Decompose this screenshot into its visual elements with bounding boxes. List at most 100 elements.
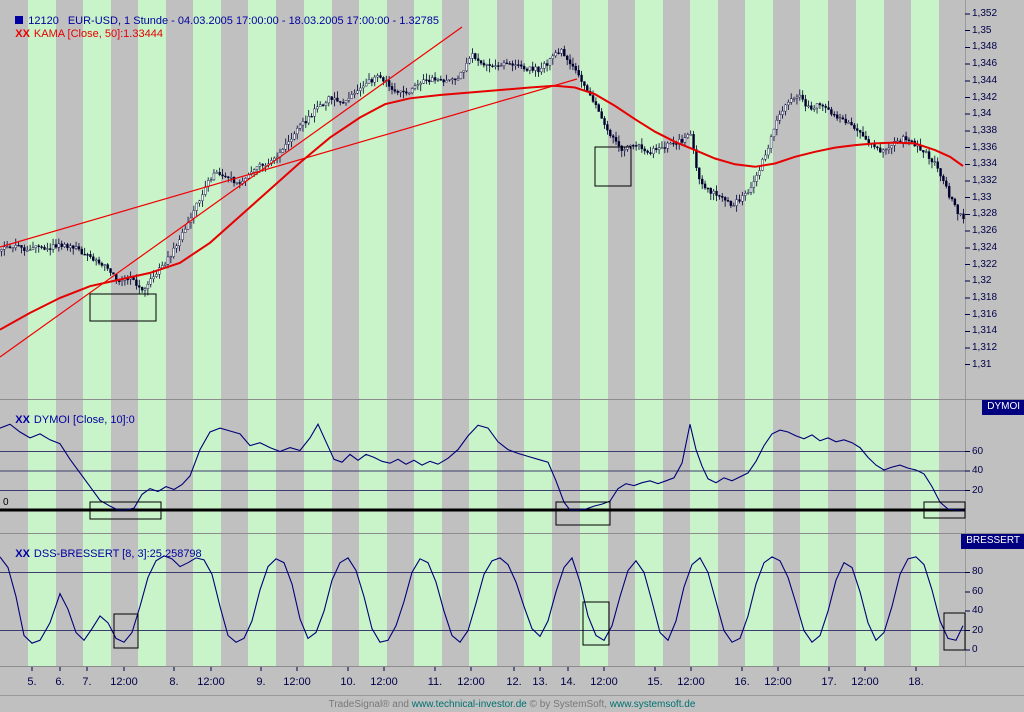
session-band [469, 0, 497, 667]
dymoi-zero-label: 0 [3, 497, 9, 508]
chart-id: 12120 [28, 15, 59, 27]
trendline[interactable] [0, 78, 578, 248]
scale-tick-label: 1,328 [972, 208, 998, 220]
time-axis[interactable]: 5. 6. 7. 12:00 8. 12:00 9. 12:00 10. 12:00 11. 12:0… [0, 667, 966, 694]
scale-tick-label: 1,342 [972, 91, 998, 103]
indicator-icon: XX [15, 414, 30, 426]
time-axis-label: 7. [82, 676, 92, 688]
session-band [138, 0, 166, 667]
scale-tick-label: 20 [972, 624, 984, 636]
trendline[interactable] [0, 26, 463, 358]
dymoi-annotation-box[interactable] [89, 501, 162, 520]
time-axis-label: 12:00 [283, 676, 311, 688]
time-axis-label: 14. [560, 676, 576, 688]
plot-background [28, 0, 939, 667]
dss-line[interactable] [0, 555, 964, 644]
time-axis-label: 12:00 [457, 676, 485, 688]
scale-divider [965, 0, 966, 667]
scale-tick-label: 1,32 [972, 275, 992, 287]
scale-tick-label: 1,336 [972, 141, 998, 153]
scale-tick-label: 1,31 [972, 358, 992, 370]
scale-tick-label: 1,312 [972, 342, 998, 353]
time-axis-label: 17. [821, 676, 837, 688]
scale-tick-label: 1,352 [972, 8, 998, 19]
dss-annotation-box[interactable] [582, 601, 610, 646]
scale-tick-label: 1,34 [972, 108, 992, 120]
scale-tick-label: 1,324 [972, 241, 998, 253]
chart-title-row: 12120 EUR-USD, 1 Stunde - 04.03.2005 17:0… [3, 3, 439, 39]
chart-title: EUR-USD, 1 Stunde - 04.03.2005 17:00:00 … [67, 15, 440, 27]
candlestick-series [0, 45, 965, 297]
panel-divider [0, 533, 1024, 534]
session-band [580, 0, 608, 667]
session-band [690, 0, 718, 667]
status-text: TradeSignal® and [328, 699, 412, 710]
status-bar: TradeSignal® and www.technical-investor.… [0, 695, 1024, 712]
indicator-icon: XX [15, 548, 30, 560]
dymoi-annotation-box[interactable] [555, 501, 611, 526]
time-axis-label: 12:00 [851, 676, 879, 688]
session-band [83, 0, 111, 667]
scale-tick-label: 40 [972, 605, 984, 617]
price-annotation-box[interactable] [89, 293, 157, 322]
status-link-systemsoft[interactable]: www.systemsoft.de [609, 699, 696, 710]
scale-tick-label: 1,326 [972, 225, 998, 237]
price-scale[interactable]: 1,352 1,35 1,348 1,346 1,344 1,342 1,34 1,338 1,… [966, 0, 1024, 694]
scale-tick-label: 1,346 [972, 58, 998, 70]
panel-badge-dymoi[interactable]: DYMOI [982, 400, 1024, 415]
dymoi-annotation-box[interactable] [923, 501, 966, 519]
dymoi-indicator-row[interactable]: XX DYMOI [Close, 10]:0 [3, 402, 135, 438]
dss-label: DSS-BRESSERT [8, 3]:25.258798 [33, 548, 202, 560]
kama-line[interactable] [0, 84, 964, 331]
scale-tick-label: 1,35 [972, 24, 992, 36]
dymoi-line[interactable] [0, 423, 963, 511]
time-axis-label: 12. [506, 676, 522, 688]
scale-tick-label: 1,318 [972, 291, 998, 303]
session-band [524, 0, 552, 667]
kama-label: KAMA [Close, 50]:1.33444 [33, 28, 163, 40]
scale-tick-label: 1,334 [972, 158, 998, 170]
time-axis-label: 8. [169, 676, 179, 688]
scale-tick-label: 60 [972, 445, 984, 457]
scale-tick-label: 1,322 [972, 258, 998, 270]
scale-tick-label: 1,316 [972, 308, 998, 320]
scale-tick-label: 1,348 [972, 41, 998, 53]
session-band [745, 0, 773, 667]
time-axis-label: 10. [340, 676, 356, 688]
scale-tick-label: 40 [972, 465, 984, 476]
scale-tick-label: 1,314 [972, 325, 998, 337]
kama-indicator-row[interactable]: XX KAMA [Close, 50]:1.33444 [3, 16, 163, 52]
time-axis-label: 13. [532, 676, 548, 688]
session-band [856, 0, 884, 667]
status-link-technical-investor[interactable]: www.technical-investor.de [411, 699, 527, 710]
panel-divider [0, 399, 1024, 400]
time-axis-label: 12:00 [197, 676, 225, 688]
time-axis-label: 9. [256, 676, 266, 688]
dymoi-label: DYMOI [Close, 10]:0 [33, 414, 135, 426]
time-axis-label: 12:00 [110, 676, 138, 688]
time-axis-label: 18. [908, 676, 924, 688]
series-icon [15, 16, 24, 24]
panel-divider [0, 666, 1024, 667]
session-band [911, 0, 939, 667]
session-band [414, 0, 442, 667]
session-band [193, 0, 221, 667]
time-axis-label: 15. [647, 676, 663, 688]
session-band [248, 0, 276, 667]
dss-indicator-row[interactable]: XX DSS-BRESSERT [8, 3]:25.258798 [3, 536, 202, 572]
dss-annotation-box[interactable] [113, 613, 139, 649]
scale-tick-label: 1,344 [972, 74, 998, 86]
panel-badge-bressert[interactable]: BRESSERT [961, 534, 1024, 549]
time-axis-label: 12:00 [677, 676, 705, 688]
time-axis-label: 16. [734, 676, 750, 688]
scale-tick-label: 1,332 [972, 175, 998, 186]
dss-annotation-box[interactable] [943, 612, 966, 651]
price-annotation-box[interactable] [594, 146, 632, 187]
scale-tick-label: 20 [972, 484, 984, 496]
scale-tick-label: 1,33 [972, 191, 992, 203]
session-band [635, 0, 663, 667]
indicator-icon: XX [15, 28, 30, 40]
time-axis-label: 12:00 [370, 676, 398, 688]
